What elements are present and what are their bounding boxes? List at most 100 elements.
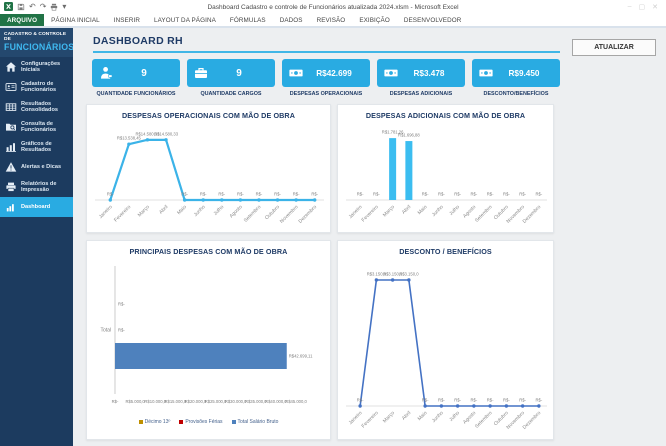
close-button[interactable]: ✕ [652, 4, 658, 11]
svg-text:Outubro: Outubro [264, 204, 281, 221]
minimize-button[interactable]: – [627, 3, 632, 10]
maximize-button[interactable]: ▢ [638, 4, 646, 11]
kpi-quantidade-funcionarios: 9 QUANTIDADE FUNCIONÁRIOS [92, 59, 180, 97]
sidebar-item-label: Consulta de Funcionários [21, 120, 57, 133]
svg-text:R$-: R$- [256, 192, 263, 197]
table-icon [5, 101, 17, 113]
svg-text:R$-: R$- [293, 192, 300, 197]
svg-text:Março: Março [382, 204, 396, 218]
svg-text:Junho: Junho [431, 204, 445, 218]
chart-title: PRINCIPAIS DESPESAS COM MÃO DE OBRA [129, 247, 288, 256]
svg-text:Maio: Maio [176, 204, 188, 216]
legend-swatch [138, 420, 143, 424]
bar-chart-despesas-adicionais: R$- R$- R$1.781,26R$1.696,88 R$- R$- R$- R$- R$… [346, 130, 547, 225]
legend-swatch [231, 420, 236, 424]
kpi-card: R$9.450 [472, 59, 560, 87]
sidebar-item-label: Relatórios de Impressão [21, 180, 57, 193]
sidebar-item-cadastro-de-funcionarios[interactable]: Cadastro de Funcionários [0, 77, 73, 97]
tab-inserir[interactable]: INSERIR [113, 16, 140, 24]
kpi-card: 9 [187, 59, 275, 87]
svg-text:R$40.000,0: R$40.000,0 [265, 399, 287, 404]
employee-icon [98, 65, 114, 81]
svg-text:Abril: Abril [401, 410, 412, 421]
kpi-desconto-beneficios: R$9.450 DESCONTO/BENEFÍCIOS [472, 59, 560, 97]
sidebar-item-graficos-de-resultados[interactable]: Gráficos de Resultados [0, 137, 73, 157]
sidebar-item-configuracoes-iniciais[interactable]: Configurações Iniciais [0, 57, 73, 77]
sidebar: CADASTRO & CONTROLE DE FUNCIONÁRIOS Conf… [0, 28, 75, 446]
chart-title: DESPESAS OPERACIONAIS COM MÃO DE OBRA [121, 111, 296, 120]
kpi-despesas-operacionais: R$42.699 DESPESAS OPERACIONAIS [282, 59, 370, 97]
svg-text:R$-: R$- [438, 192, 445, 197]
svg-text:Janeiro: Janeiro [98, 204, 114, 220]
legend-swatch [179, 420, 184, 424]
sidebar-item-consulta-de-funcionarios[interactable]: Consulta de Funcionários [0, 117, 73, 137]
briefcase-icon [193, 65, 209, 81]
atualizar-button[interactable]: ATUALIZAR [572, 39, 656, 56]
line-chart-despesas-operacionais: R$-R$13.538,45R$14.580,33R$14.580,33R$- R… [95, 131, 324, 225]
svg-text:R$-: R$- [487, 192, 494, 197]
title-bar: ↶ ↷ ▾ Dashboard Cadastro e controle de F… [0, 0, 666, 14]
svg-text:R$-: R$- [471, 192, 478, 197]
customize-qat-icon[interactable]: ▾ [62, 2, 67, 11]
tab-formulas[interactable]: FÓRMULAS [229, 16, 266, 24]
kpi-value: R$3.478 [413, 68, 445, 78]
svg-text:R$-: R$- [487, 398, 494, 403]
save-icon[interactable] [17, 0, 25, 16]
sidebar-header-line2: FUNCIONÁRIOS [4, 42, 75, 52]
svg-text:R$15.000,0: R$15.000,0 [165, 399, 187, 404]
tab-pagina-inicial[interactable]: PÁGINA INICIAL [51, 16, 100, 24]
tab-arquivo[interactable]: ARQUIVO [0, 14, 45, 26]
tab-layout-da-pagina[interactable]: LAYOUT DA PÁGINA [154, 16, 216, 24]
svg-text:R$3.150,0: R$3.150,0 [383, 272, 403, 277]
sidebar-item-relatorios-de-impressao[interactable]: Relatórios de Impressão [0, 177, 73, 197]
svg-text:Julho: Julho [448, 204, 461, 217]
kpi-value: 9 [141, 67, 147, 79]
svg-text:R$45.000,0: R$45.000,0 [285, 399, 307, 404]
legend-item: Décimo 13º [138, 419, 171, 425]
chart-panel-despesas-adicionais: DESPESAS ADICIONAIS COM MÃO DE OBRA R$- R… [337, 104, 554, 233]
svg-text:Fevereiro: Fevereiro [113, 204, 132, 223]
svg-text:R$-: R$- [357, 398, 364, 403]
kpi-label: DESCONTO/BENEFÍCIOS [483, 91, 549, 97]
sidebar-item-dashboard[interactable]: Dashboard [0, 197, 73, 217]
svg-text:Agosto: Agosto [229, 204, 244, 219]
tab-exibicao[interactable]: EXIBIÇÃO [359, 16, 390, 24]
svg-text:Maio: Maio [417, 410, 429, 422]
svg-text:Setembro: Setembro [474, 410, 494, 430]
sidebar-item-alertas-e-dicas[interactable]: Alertas e Dicas [0, 157, 73, 177]
legend-item: Total Salário Bruto [231, 419, 278, 425]
svg-text:R$-: R$- [200, 192, 207, 197]
tab-revisao[interactable]: REVISÃO [316, 16, 346, 24]
kpi-row: 9 QUANTIDADE FUNCIONÁRIOS 9 QUANTIDADE C… [92, 59, 560, 97]
svg-text:R$-: R$- [471, 398, 478, 403]
tab-desenvolvedor[interactable]: DESENVOLVEDOR [403, 16, 462, 24]
svg-text:R$14.580,33: R$14.580,33 [154, 131, 179, 136]
svg-text:Junho: Junho [431, 410, 445, 424]
quick-access-toolbar: ↶ ↷ ▾ [0, 0, 66, 16]
kpi-value: 9 [236, 67, 242, 79]
warning-icon [5, 161, 17, 173]
tab-dados[interactable]: DADOS [279, 16, 303, 24]
dashboard-icon [5, 201, 17, 213]
svg-text:R$-: R$- [438, 398, 445, 403]
svg-text:R$-: R$- [107, 192, 114, 197]
svg-text:R$-: R$- [373, 192, 380, 197]
svg-text:R$42.699,11: R$42.699,11 [289, 354, 313, 359]
undo-icon[interactable]: ↶ [29, 2, 36, 11]
redo-icon[interactable]: ↷ [39, 2, 47, 11]
sidebar-item-resultados-consolidados[interactable]: Resultados Consolidados [0, 97, 73, 117]
page-title: DASHBOARD RH [93, 35, 183, 47]
svg-text:R$3.150,0: R$3.150,0 [367, 272, 387, 277]
svg-text:Novembro: Novembro [279, 204, 300, 225]
sidebar-item-label: Cadastro de Funcionários [21, 80, 57, 93]
svg-text:R$-: R$- [503, 398, 510, 403]
legend-label: Décimo 13º [144, 419, 171, 425]
svg-text:Dezembro: Dezembro [522, 410, 543, 431]
sidebar-item-label: Alertas e Dicas [21, 163, 62, 170]
line-chart-desconto-beneficios: R$-R$3.150,0R$3.150,0R$3.150,0R$- R$- R$- R… [346, 272, 547, 431]
svg-text:Março: Março [137, 204, 151, 218]
kpi-card: 9 [92, 59, 180, 87]
print-preview-icon[interactable] [50, 0, 58, 16]
kpi-card: R$3.478 [377, 59, 465, 87]
